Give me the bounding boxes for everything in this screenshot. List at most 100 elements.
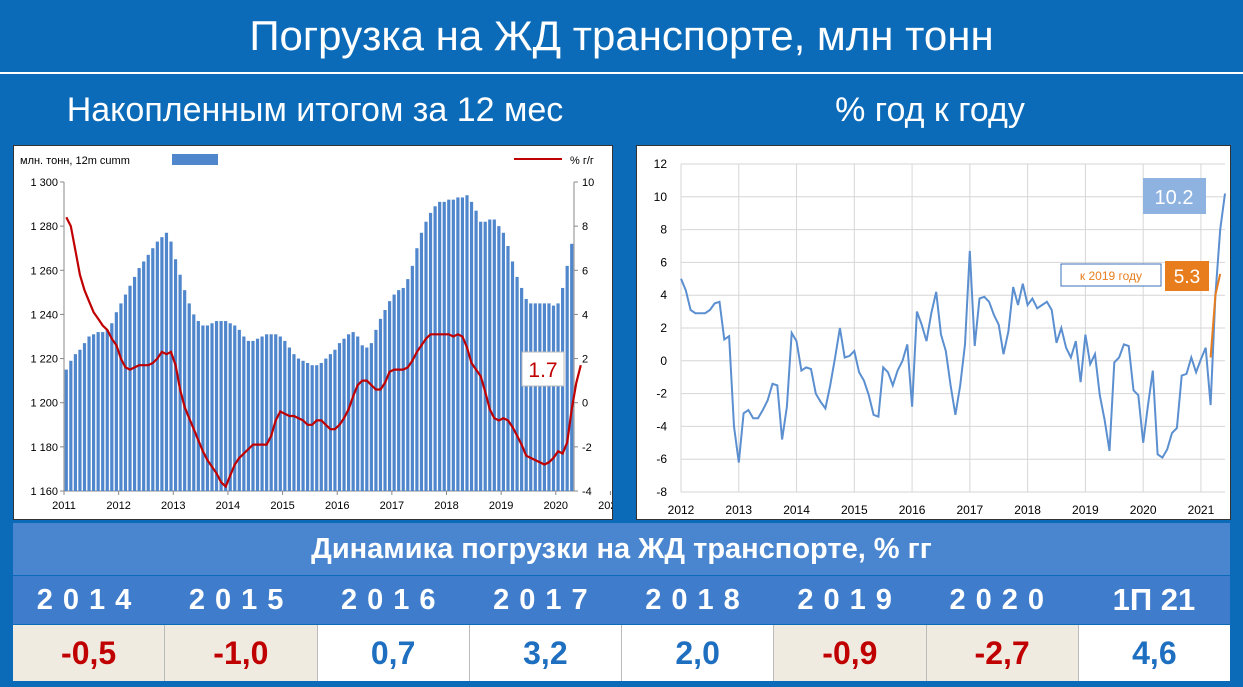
- bar: [105, 329, 109, 491]
- y-right-tick-label: 10: [582, 177, 594, 189]
- x-tick-label: 2015: [270, 500, 294, 512]
- bar: [283, 340, 287, 491]
- y-left-tick-label: 1 200: [30, 398, 58, 410]
- bar: [210, 323, 214, 491]
- bar: [483, 221, 487, 491]
- y-left-tick-label: 1 160: [30, 486, 58, 498]
- bar: [155, 241, 159, 491]
- bar: [151, 248, 155, 491]
- bar: [387, 301, 392, 491]
- main-value-badge: [1143, 178, 1206, 214]
- bar: [342, 338, 346, 491]
- bar: [442, 201, 446, 491]
- table-values-row: -0,5 -1,0 0,7 3,2 2,0 -0,9 -2,7 4,6: [13, 625, 1230, 681]
- bar: [520, 287, 524, 491]
- bar: [524, 298, 528, 491]
- bar: [306, 362, 310, 491]
- bar: [237, 329, 241, 491]
- bar: [169, 241, 173, 491]
- x-tick-label: 2013: [725, 503, 752, 517]
- y-tick-label: 12: [654, 157, 668, 171]
- bar: [137, 268, 141, 491]
- bar: [415, 248, 419, 491]
- bar: [87, 336, 91, 491]
- y-tick-label: 2: [660, 321, 667, 335]
- y-right-tick-label: 8: [582, 221, 588, 233]
- x-tick-label: 2016: [899, 503, 926, 517]
- bar: [479, 221, 483, 491]
- bar: [292, 354, 296, 491]
- bar: [78, 349, 82, 491]
- y-tick-label: 0: [660, 354, 667, 368]
- y-tick-label: 8: [660, 223, 667, 237]
- bar: [497, 226, 501, 491]
- y-left-tick-label: 1 180: [30, 442, 58, 454]
- y-tick-label: -2: [656, 387, 667, 401]
- bar: [433, 206, 437, 491]
- bar: [219, 321, 223, 491]
- bar: [296, 358, 301, 491]
- bar: [132, 276, 137, 491]
- bar: [438, 201, 442, 491]
- vs2019-value-label: 5.3: [1174, 267, 1200, 288]
- x-tick-label: 2018: [434, 500, 458, 512]
- x-tick-label: 2016: [325, 500, 349, 512]
- table-header-cell: 2019: [797, 584, 902, 616]
- main-value-label: 10.2: [1155, 187, 1194, 209]
- bar: [224, 321, 228, 491]
- bar: [347, 334, 351, 491]
- x-tick-label: 2012: [106, 500, 130, 512]
- x-tick-label: 2017: [956, 503, 983, 517]
- bar: [488, 219, 492, 491]
- bar: [146, 254, 150, 491]
- bar: [178, 274, 182, 491]
- bar: [242, 336, 246, 491]
- vs2019-line: [1209, 273, 1222, 358]
- y-right-tick-label: -2: [582, 442, 592, 454]
- bar: [260, 336, 264, 491]
- bar: [173, 259, 178, 491]
- bar: [251, 340, 255, 491]
- y-left-tick-label: 1 260: [30, 265, 58, 277]
- table-value-cell: -1,0: [165, 625, 318, 681]
- last-value-box: [521, 351, 565, 387]
- x-tick-label: 2014: [216, 500, 240, 512]
- x-tick-label: 2019: [489, 500, 513, 512]
- right-chart-subtitle: % год к году: [835, 91, 1025, 129]
- table-value-cell: 2,0: [622, 625, 775, 681]
- bar: [119, 303, 123, 491]
- divider-top: [0, 72, 1243, 74]
- bar: [128, 285, 132, 491]
- table-header-cell: 2014: [36, 584, 142, 616]
- bar: [378, 318, 383, 491]
- table-value-cell: -0,5: [13, 625, 166, 681]
- table-header-cell: 2020: [949, 584, 1055, 616]
- x-tick-label: 2021: [1188, 503, 1215, 517]
- y-tick-label: 4: [660, 288, 667, 302]
- bar: [542, 303, 546, 491]
- x-tick-label: 2019: [1072, 503, 1099, 517]
- bar: [369, 343, 373, 491]
- x-tick-label: 2014: [783, 503, 810, 517]
- bar: [214, 321, 219, 491]
- table-value-cell: -0,9: [774, 625, 927, 681]
- vs2019-legend-box: [1060, 263, 1162, 287]
- bar: [556, 303, 560, 491]
- bar: [515, 276, 519, 491]
- bar: [69, 360, 73, 491]
- table-title: Динамика погрузки на ЖД транспорте, % гг: [13, 523, 1230, 575]
- bar: [410, 265, 414, 491]
- table-header-cell: 1П 21: [1112, 582, 1196, 617]
- bar: [160, 237, 164, 491]
- left-chart-subtitle: Накопленным итогом за 12 мес: [66, 91, 564, 129]
- y-right-tick-label: 6: [582, 265, 588, 277]
- x-tick-label: 2017: [380, 500, 404, 512]
- bar: [333, 349, 337, 491]
- y-right-tick-label: -4: [582, 486, 592, 498]
- bar: [123, 294, 128, 491]
- bar: [328, 354, 332, 491]
- bar: [164, 232, 169, 491]
- bar: [392, 294, 396, 491]
- y-tick-label: 6: [660, 255, 667, 269]
- bar: [501, 232, 506, 491]
